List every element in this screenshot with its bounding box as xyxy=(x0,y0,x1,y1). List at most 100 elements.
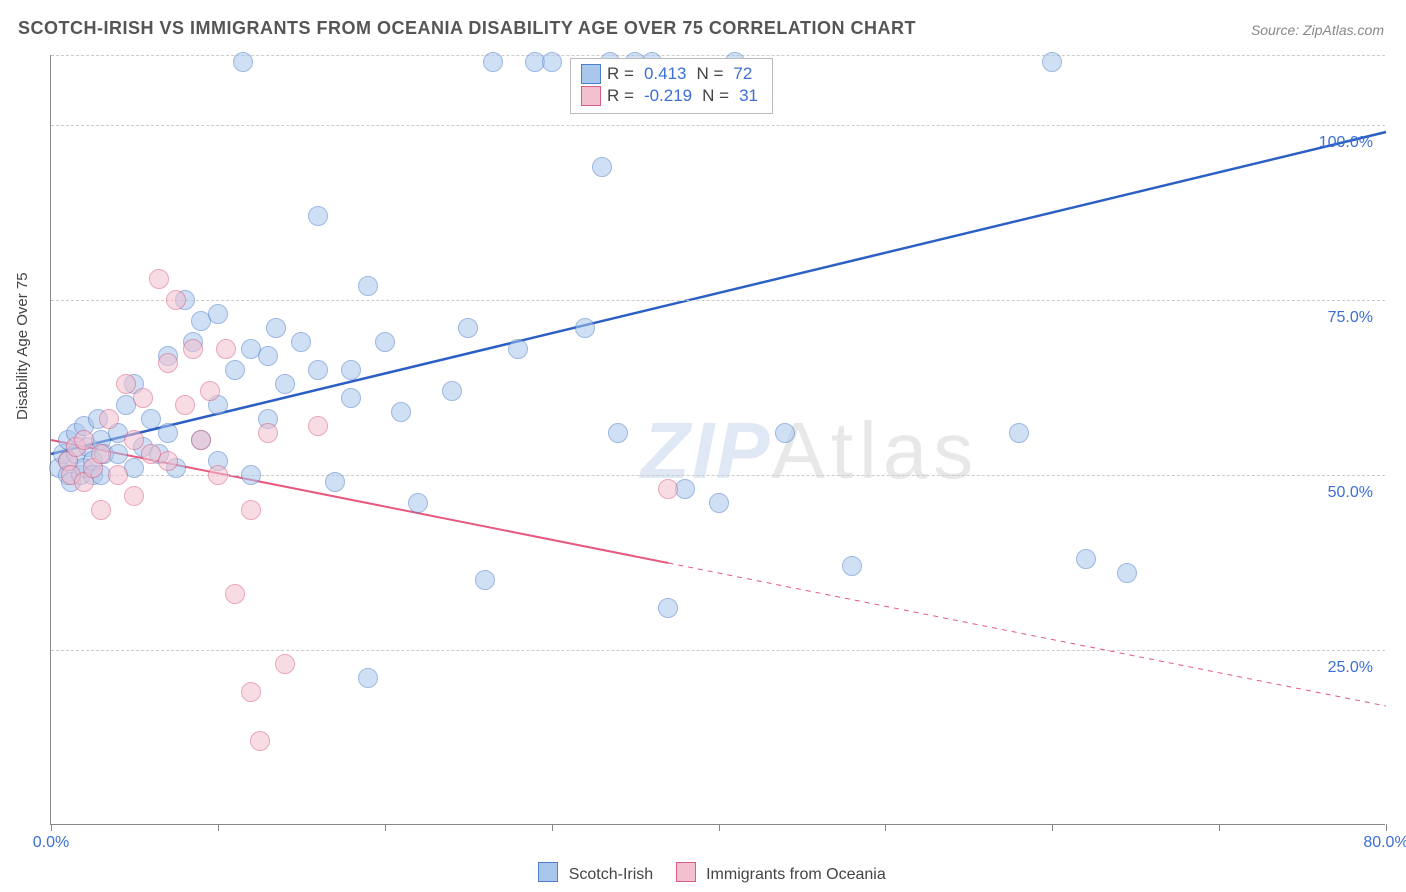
data-point xyxy=(99,409,119,429)
data-point xyxy=(1076,549,1096,569)
data-point xyxy=(74,430,94,450)
data-point xyxy=(658,598,678,618)
stat-n-value-1: 72 xyxy=(729,63,756,85)
stat-n-label: N = xyxy=(696,63,723,85)
legend-label-1: Scotch-Irish xyxy=(569,866,653,883)
plot-area: ZIPAtlas 25.0%50.0%75.0%100.0%0.0%80.0% xyxy=(50,55,1385,825)
data-point xyxy=(141,409,161,429)
data-point xyxy=(709,493,729,513)
x-tick-mark xyxy=(885,824,886,831)
gridline xyxy=(51,125,1385,126)
data-point xyxy=(258,423,278,443)
trend-lines xyxy=(51,55,1385,824)
stat-n-label: N = xyxy=(702,85,729,107)
data-point xyxy=(458,318,478,338)
data-point xyxy=(149,269,169,289)
chart-title: SCOTCH-IRISH VS IMMIGRANTS FROM OCEANIA … xyxy=(18,18,916,39)
x-tick-mark xyxy=(719,824,720,831)
chart-container: SCOTCH-IRISH VS IMMIGRANTS FROM OCEANIA … xyxy=(0,0,1406,892)
data-point xyxy=(483,52,503,72)
y-tick-label: 75.0% xyxy=(1328,309,1373,327)
stat-r-label: R = xyxy=(607,63,634,85)
data-point xyxy=(475,570,495,590)
data-point xyxy=(158,451,178,471)
stats-box: R = 0.413 N = 72 R = -0.219 N = 31 xyxy=(570,58,773,114)
stat-n-value-2: 31 xyxy=(735,85,762,107)
data-point xyxy=(191,430,211,450)
stat-r-value-2: -0.219 xyxy=(640,85,696,107)
data-point xyxy=(508,339,528,359)
y-tick-label: 50.0% xyxy=(1328,484,1373,502)
data-point xyxy=(608,423,628,443)
data-point xyxy=(308,416,328,436)
data-point xyxy=(216,339,236,359)
data-point xyxy=(158,423,178,443)
data-point xyxy=(250,731,270,751)
watermark-atlas: Atlas xyxy=(771,406,979,495)
data-point xyxy=(258,346,278,366)
x-tick-label: 0.0% xyxy=(33,834,69,852)
data-point xyxy=(358,276,378,296)
data-point xyxy=(308,206,328,226)
y-axis-label: Disability Age Over 75 xyxy=(14,272,31,420)
swatch-series-2 xyxy=(581,86,601,106)
x-tick-mark xyxy=(1386,824,1387,831)
data-point xyxy=(341,388,361,408)
x-tick-mark xyxy=(1052,824,1053,831)
data-point xyxy=(133,388,153,408)
y-tick-label: 100.0% xyxy=(1319,134,1373,152)
stats-row-1: R = 0.413 N = 72 xyxy=(581,63,762,85)
gridline xyxy=(51,650,1385,651)
x-tick-mark xyxy=(218,824,219,831)
data-point xyxy=(575,318,595,338)
data-point xyxy=(842,556,862,576)
data-point xyxy=(658,479,678,499)
data-point xyxy=(208,304,228,324)
data-point xyxy=(241,465,261,485)
data-point xyxy=(775,423,795,443)
data-point xyxy=(166,290,186,310)
data-point xyxy=(1009,423,1029,443)
data-point xyxy=(225,584,245,604)
stats-row-2: R = -0.219 N = 31 xyxy=(581,85,762,107)
data-point xyxy=(208,465,228,485)
data-point xyxy=(266,318,286,338)
data-point xyxy=(233,52,253,72)
x-tick-mark xyxy=(385,824,386,831)
source-label: Source: ZipAtlas.com xyxy=(1251,22,1384,38)
x-tick-mark xyxy=(552,824,553,831)
data-point xyxy=(375,332,395,352)
data-point xyxy=(325,472,345,492)
data-point xyxy=(291,332,311,352)
data-point xyxy=(91,500,111,520)
legend-swatch-2 xyxy=(676,862,696,882)
data-point xyxy=(592,157,612,177)
x-tick-label: 80.0% xyxy=(1363,834,1406,852)
data-point xyxy=(1117,563,1137,583)
data-point xyxy=(124,486,144,506)
x-tick-mark xyxy=(51,824,52,831)
gridline xyxy=(51,300,1385,301)
y-tick-label: 25.0% xyxy=(1328,659,1373,677)
data-point xyxy=(200,381,220,401)
data-point xyxy=(1042,52,1062,72)
data-point xyxy=(158,353,178,373)
data-point xyxy=(241,682,261,702)
stat-r-value-1: 0.413 xyxy=(640,63,691,85)
data-point xyxy=(91,444,111,464)
legend: Scotch-Irish Immigrants from Oceania xyxy=(0,862,1406,884)
legend-swatch-1 xyxy=(538,862,558,882)
data-point xyxy=(175,395,195,415)
data-point xyxy=(183,339,203,359)
data-point xyxy=(408,493,428,513)
data-point xyxy=(308,360,328,380)
data-point xyxy=(241,500,261,520)
data-point xyxy=(358,668,378,688)
data-point xyxy=(341,360,361,380)
data-point xyxy=(542,52,562,72)
data-point xyxy=(391,402,411,422)
stat-r-label: R = xyxy=(607,85,634,107)
data-point xyxy=(116,374,136,394)
x-tick-mark xyxy=(1219,824,1220,831)
swatch-series-1 xyxy=(581,64,601,84)
